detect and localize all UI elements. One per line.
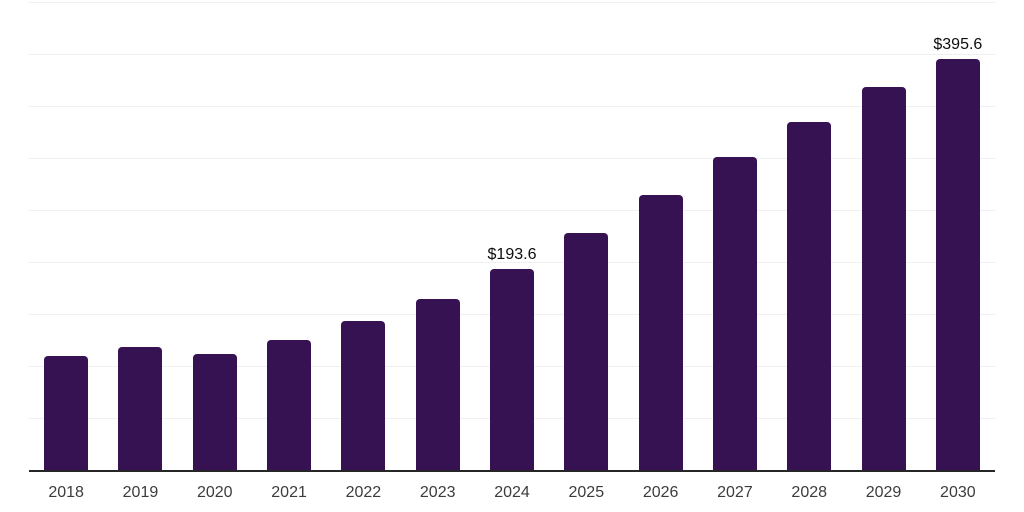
gridline-300: [29, 158, 995, 159]
gridline-450: [29, 2, 995, 3]
x-tick-2023: 2023: [419, 484, 456, 501]
x-tick-2030: 2030: [940, 484, 976, 501]
bar-2019: [118, 347, 163, 470]
x-tick-2021: 2021: [271, 484, 307, 501]
gridline-350: [29, 106, 995, 107]
bar-2022: [341, 321, 386, 470]
x-tick-2019: 2019: [122, 484, 159, 501]
gridline-250: [29, 210, 995, 211]
bar-2029: [861, 87, 906, 470]
bar-2030: [935, 58, 980, 470]
bar-2026: [638, 195, 683, 470]
bar-2028: [787, 121, 832, 470]
bar-2018: [44, 355, 89, 470]
x-tick-2029: 2029: [865, 484, 902, 501]
bar-2025: [564, 233, 609, 470]
x-axis-line: [29, 470, 995, 472]
x-tick-2022: 2022: [345, 484, 382, 501]
x-tick-2025: 2025: [568, 484, 605, 501]
bar-2024: [490, 268, 534, 470]
data-label-2030: $395.6: [933, 35, 983, 53]
bar-2027: [712, 157, 757, 470]
data-label-2024: $193.6: [487, 245, 537, 263]
bar-2023: [415, 298, 460, 470]
x-tick-2020: 2020: [196, 484, 233, 501]
x-tick-2028: 2028: [791, 484, 828, 501]
gridline-200: [29, 262, 995, 263]
x-tick-2018: 2018: [48, 484, 84, 501]
bar-2021: [267, 340, 312, 470]
x-tick-2024: 2024: [494, 484, 530, 501]
bar-2020: [192, 354, 237, 470]
x-tick-2027: 2027: [717, 484, 753, 501]
x-tick-2026: 2026: [642, 484, 679, 501]
gridline-400: [29, 54, 995, 55]
